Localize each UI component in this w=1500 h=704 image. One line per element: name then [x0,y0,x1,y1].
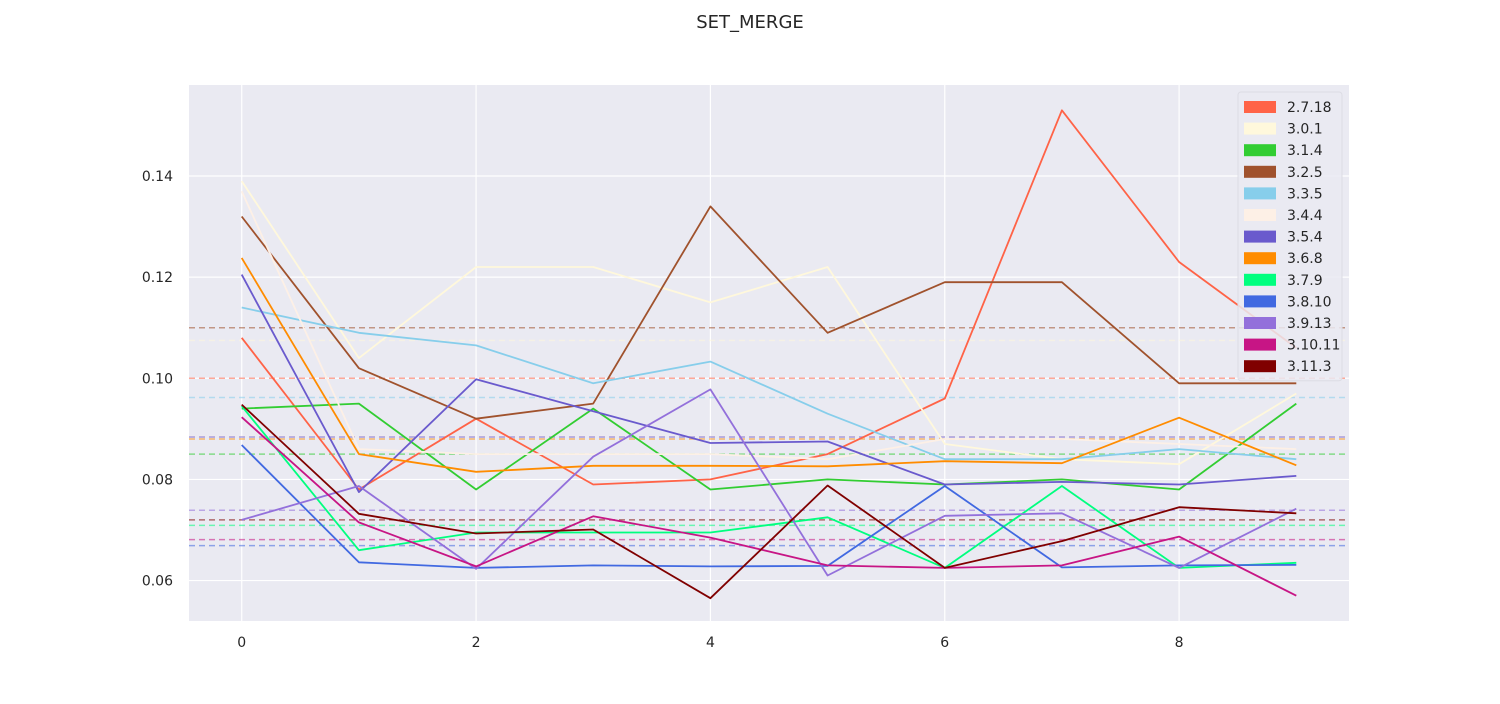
grid-lines [189,85,1349,621]
legend-swatch-3.0.1 [1244,122,1276,135]
legend-swatch-3.11.3 [1244,360,1276,373]
series-line-3.4.4 [240,190,1297,461]
series-line-3.9.13 [241,388,1297,577]
legend-swatch-3.1.4 [1244,144,1276,157]
series-line-3.7.9 [241,405,1297,569]
legend-label: 3.0.1 [1287,122,1323,138]
legend-label: 3.6.8 [1287,251,1323,267]
series-line-3.11.3 [241,403,1297,600]
y-tick-label: 0.06 [142,574,173,590]
legend: 2.7.18 3.0.1 3.1.4 3.2.5 3.3.5 3.4.4 3.5.4 3.6.… [1237,91,1343,382]
y-tick-label: 0.12 [142,270,173,286]
legend-box [1237,91,1343,382]
legend-label: 2.7.18 [1287,100,1332,116]
chart-title: SET_MERGE [696,12,804,33]
legend-swatch-3.4.4 [1244,209,1276,221]
x-axis-ticks: 0 2 4 6 8 [237,635,1183,651]
legend-label: 3.7.9 [1287,273,1323,289]
y-tick-label: 0.14 [142,169,173,185]
legend-swatch-3.3.5 [1244,187,1276,200]
x-tick-label: 0 [237,635,246,651]
series-line-3.10.11 [241,416,1297,597]
x-tick-label: 6 [940,635,949,651]
plot-area [189,85,1349,621]
legend-label: 3.10.11 [1287,338,1340,354]
legend-label: 3.1.4 [1287,143,1323,159]
legend-label: 3.8.10 [1287,294,1332,310]
x-tick-label: 8 [1175,635,1184,651]
legend-label: 3.2.5 [1287,165,1323,181]
legend-label: 3.5.4 [1287,230,1323,246]
legend-label: 3.11.3 [1287,359,1332,375]
x-tick-label: 2 [472,635,481,651]
y-tick-label: 0.08 [142,472,173,488]
x-tick-label: 4 [706,635,715,651]
legend-label: 3.9.13 [1287,316,1332,332]
series-line-3.8.10 [241,444,1297,569]
y-tick-label: 0.10 [142,371,173,387]
series-line-3.0.1 [240,180,1297,466]
legend-swatch-3.7.9 [1244,273,1276,286]
series-line-3.1.4 [241,402,1297,491]
series-line-3.2.5 [240,205,1297,420]
legend-swatch-3.9.13 [1244,317,1276,329]
series-line-3.3.5 [241,306,1297,461]
series-line-3.6.8 [240,257,1297,473]
legend-label: 3.4.4 [1287,208,1323,224]
y-axis-ticks: 0.06 0.08 0.10 0.12 0.14 [142,169,173,590]
series-lines [240,109,1297,600]
legend-swatch-3.10.11 [1244,338,1276,351]
legend-label: 3.3.5 [1287,186,1323,202]
series-line-3.5.4 [240,274,1297,494]
legend-swatch-3.2.5 [1244,165,1276,178]
legend-swatch-3.5.4 [1244,230,1276,243]
legend-swatch-3.6.8 [1244,252,1276,265]
legend-swatch-3.8.10 [1244,295,1276,308]
legend-swatch-2.7.18 [1244,101,1276,113]
